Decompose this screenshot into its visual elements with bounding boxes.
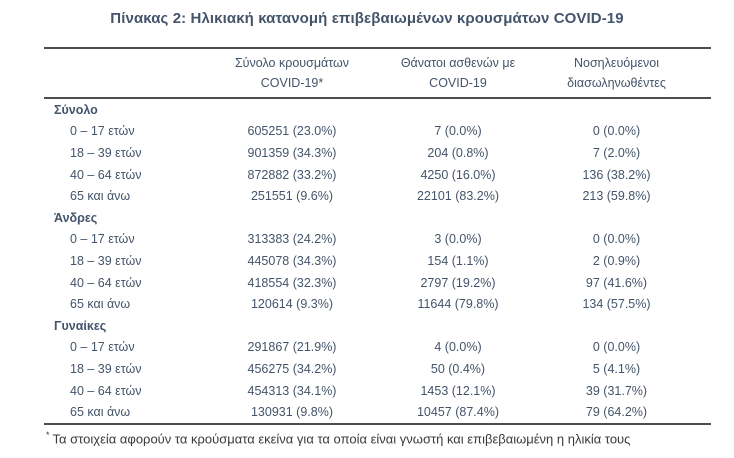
table-row: 40 – 64 ετών 454313 (34.1%) 1453 (12.1%)… <box>44 380 711 402</box>
covid-age-distribution-table: Σύνολο κρουσμάτων COVID-19* Θάνατοι ασθε… <box>44 47 711 425</box>
deaths-value: 7 (0.0%) <box>434 124 482 139</box>
intubated-value: 136 (38.2%) <box>582 167 651 182</box>
cases-value: 291867 (21.9%) <box>247 340 337 355</box>
table-header-row: Σύνολο κρουσμάτων COVID-19* Θάνατοι ασθε… <box>44 47 711 99</box>
table-row: 18 – 39 ετών 901359 (34.3%) 204 (0.8%) 7… <box>44 142 711 164</box>
intubated-value: 134 (57.5%) <box>582 297 651 312</box>
intubated-value: 0 (0.0%) <box>592 340 641 355</box>
age-label: 40 – 64 ετών <box>70 275 142 290</box>
cases-value: 456275 (34.2%) <box>247 361 337 376</box>
header-intubated-line1: Νοσηλευόμενοι <box>573 56 659 70</box>
deaths-value: 10457 (87.4%) <box>416 405 499 420</box>
deaths-value: 22101 (83.2%) <box>416 189 499 204</box>
intubated-value: 0 (0.0%) <box>592 232 641 247</box>
table-row: 40 – 64 ετών 418554 (32.3%) 2797 (19.2%)… <box>44 272 711 294</box>
footnote: * Τα στοιχεία αφορούν τα κρούσματα εκείνα… <box>46 430 630 446</box>
section-label-men: Άνδρες <box>54 210 98 225</box>
age-label: 65 και άνω <box>70 405 131 420</box>
deaths-value: 4 (0.0%) <box>434 340 482 355</box>
cases-value: 901359 (34.3%) <box>247 145 337 160</box>
age-label: 65 και άνω <box>70 189 131 204</box>
footnote-asterisk: * <box>46 430 50 440</box>
table-body: Σύνολο 0 – 17 ετών 605251 (23.0%) 7 (0.0… <box>44 99 711 425</box>
table-row: 0 – 17 ετών 313383 (24.2%) 3 (0.0%) 0 (0… <box>44 229 711 251</box>
table-row: 65 και άνω 251551 (9.6%) 22101 (83.2%) 2… <box>44 185 711 207</box>
table-row: 18 – 39 ετών 445078 (34.3%) 154 (1.1%) 2… <box>44 250 711 272</box>
header-deaths-line2: COVID-19 <box>429 76 487 90</box>
intubated-value: 79 (64.2%) <box>585 405 648 420</box>
age-label: 40 – 64 ετών <box>70 167 142 182</box>
cases-value: 130931 (9.8%) <box>250 405 333 420</box>
table-row: 18 – 39 ετών 456275 (34.2%) 50 (0.4%) 5 … <box>44 358 711 380</box>
cases-value: 454313 (34.1%) <box>247 383 337 398</box>
age-label: 65 και άνω <box>70 297 131 312</box>
age-label: 0 – 17 ετών <box>70 340 135 355</box>
header-total-cases-line2: COVID-19* <box>260 76 324 90</box>
deaths-value: 50 (0.4%) <box>430 361 486 376</box>
cases-value: 120614 (9.3%) <box>250 297 333 312</box>
intubated-value: 39 (31.7%) <box>585 383 648 398</box>
age-label: 18 – 39 ετών <box>70 253 142 268</box>
cases-value: 872882 (33.2%) <box>247 167 337 182</box>
deaths-value: 11644 (79.8%) <box>417 297 499 312</box>
section-label-women: Γυναίκες <box>54 318 107 333</box>
section-header-row: Άνδρες <box>44 207 711 229</box>
deaths-value: 204 (0.8%) <box>427 145 489 160</box>
table-row: 65 και άνω 120614 (9.3%) 11644 (79.8%) 1… <box>44 293 711 315</box>
deaths-value: 4250 (16.0%) <box>420 167 496 182</box>
intubated-value: 0 (0.0%) <box>592 124 641 139</box>
intubated-value: 213 (59.8%) <box>582 189 651 204</box>
table-row: 0 – 17 ετών 291867 (21.9%) 4 (0.0%) 0 (0… <box>44 337 711 359</box>
deaths-value: 154 (1.1%) <box>427 253 489 268</box>
cases-value: 445078 (34.3%) <box>247 253 337 268</box>
footnote-text: Τα στοιχεία αφορούν τα κρούσματα εκείνα … <box>52 431 631 447</box>
header-total-cases-line1: Σύνολο κρουσμάτων <box>234 56 350 70</box>
cases-value: 251551 (9.6%) <box>250 189 333 204</box>
intubated-value: 7 (2.0%) <box>592 145 641 160</box>
section-header-row: Γυναίκες <box>44 315 711 337</box>
age-label: 0 – 17 ετών <box>70 232 135 247</box>
age-label: 18 – 39 ετών <box>70 361 142 376</box>
header-intubated-line2: διασωληνωθέντες <box>567 76 666 90</box>
header-total-cases: Σύνολο κρουσμάτων COVID-19* <box>190 53 394 93</box>
table-row: 0 – 17 ετών 605251 (23.0%) 7 (0.0%) 0 (0… <box>44 121 711 143</box>
age-label: 18 – 39 ετών <box>70 145 142 160</box>
deaths-value: 3 (0.0%) <box>434 232 482 247</box>
intubated-value: 97 (41.6%) <box>585 275 648 290</box>
cases-value: 313383 (24.2%) <box>247 232 337 247</box>
intubated-value: 2 (0.9%) <box>592 253 641 268</box>
table-row: 65 και άνω 130931 (9.8%) 10457 (87.4%) 7… <box>44 401 711 423</box>
table-title: Πίνακας 2: Ηλικιακή κατανομή επιβεβαιωμέ… <box>110 10 624 27</box>
header-deaths: Θάνατοι ασθενών με COVID-19 <box>394 53 522 93</box>
deaths-value: 1453 (12.1%) <box>420 383 496 398</box>
header-deaths-line1: Θάνατοι ασθενών με <box>400 56 516 70</box>
cases-value: 605251 (23.0%) <box>247 124 337 139</box>
section-header-row: Σύνολο <box>44 99 711 121</box>
table-row: 40 – 64 ετών 872882 (33.2%) 4250 (16.0%)… <box>44 164 711 186</box>
intubated-value: 5 (4.1%) <box>592 361 641 376</box>
header-intubated: Νοσηλευόμενοι διασωληνωθέντες <box>522 53 711 93</box>
age-label: 0 – 17 ετών <box>70 124 135 139</box>
cases-value: 418554 (32.3%) <box>247 275 337 290</box>
age-label: 40 – 64 ετών <box>70 383 142 398</box>
deaths-value: 2797 (19.2%) <box>420 275 496 290</box>
section-label-total: Σύνολο <box>54 102 98 117</box>
